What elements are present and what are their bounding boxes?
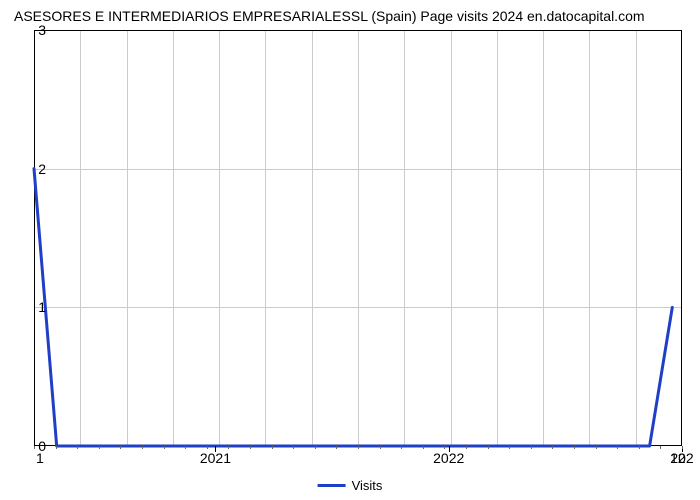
legend: Visits (318, 478, 383, 493)
x-major-label: 2022 (433, 450, 464, 466)
y-tick-label: 3 (38, 22, 46, 38)
x-major-label: 2021 (200, 450, 231, 466)
chart-title: ASESORES E INTERMEDIARIOS EMPRESARIALESS… (14, 8, 645, 24)
legend-label: Visits (352, 478, 383, 493)
visits-line (34, 30, 682, 446)
y-tick-label: 2 (38, 161, 46, 177)
chart-plot-area (34, 30, 682, 446)
y-tick-label: 1 (38, 299, 46, 315)
legend-line-swatch (318, 484, 346, 487)
x-major-label: 202 (670, 450, 693, 466)
x-start-label: 1 (36, 450, 44, 466)
